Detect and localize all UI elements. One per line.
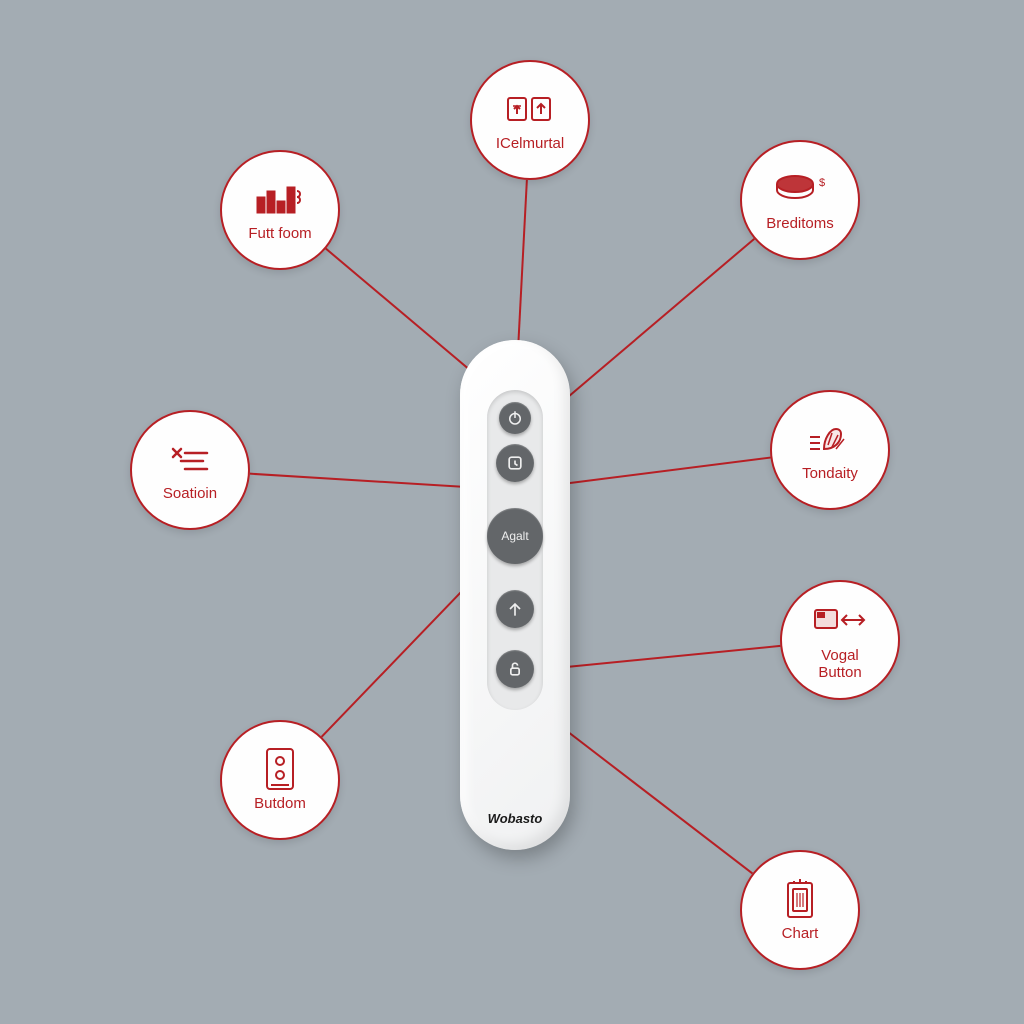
cityscape-icon xyxy=(255,177,305,221)
brand-label: Wobasto xyxy=(460,811,570,826)
connector-vogal-button xyxy=(536,646,780,670)
wind-lines-icon xyxy=(167,437,213,481)
feature-tondaity: Tondaity xyxy=(770,390,890,510)
feature-label: Chart xyxy=(774,925,827,942)
feature-label: Soatioin xyxy=(155,485,225,502)
svg-text:$: $ xyxy=(819,177,825,189)
feature-vogal-button: VogalButton xyxy=(780,580,900,700)
feature-label: Breditoms xyxy=(758,215,842,232)
remote-button-panel: Agalt xyxy=(487,390,543,710)
feature-label: Futt foom xyxy=(240,225,319,242)
up-arrow-button[interactable] xyxy=(496,590,534,628)
feature-icelmurtal: ICelmurtal xyxy=(470,60,590,180)
feature-futt-foom: Futt foom xyxy=(220,150,340,270)
boxes-up-icon xyxy=(506,87,554,131)
main-button[interactable]: Agalt xyxy=(487,508,543,564)
remote-device: Agalt Wobasto xyxy=(460,340,570,850)
power-button[interactable] xyxy=(499,402,531,434)
feature-soatioin: Soatioin xyxy=(130,410,250,530)
diagram-canvas: Agalt Wobasto ICelmurtal Futt foom $ Bredit… xyxy=(0,0,1024,1024)
timer-button[interactable] xyxy=(496,444,534,482)
module-icon xyxy=(784,877,816,921)
screen-arrows-icon xyxy=(813,599,867,643)
device-panel-icon xyxy=(265,747,295,791)
feature-label: ICelmurtal xyxy=(488,135,572,152)
lock-button[interactable] xyxy=(496,650,534,688)
fan-hand-icon xyxy=(806,417,854,461)
feature-label: Tondaity xyxy=(794,465,866,482)
feature-butdom: Butdom xyxy=(220,720,340,840)
main-button-label: Agalt xyxy=(501,529,528,543)
feature-chart: Chart xyxy=(740,850,860,970)
coin-disc-icon: $ xyxy=(773,167,827,211)
feature-label: Butdom xyxy=(246,795,314,812)
feature-breditoms: $ Breditoms xyxy=(740,140,860,260)
feature-label: VogalButton xyxy=(810,647,869,682)
